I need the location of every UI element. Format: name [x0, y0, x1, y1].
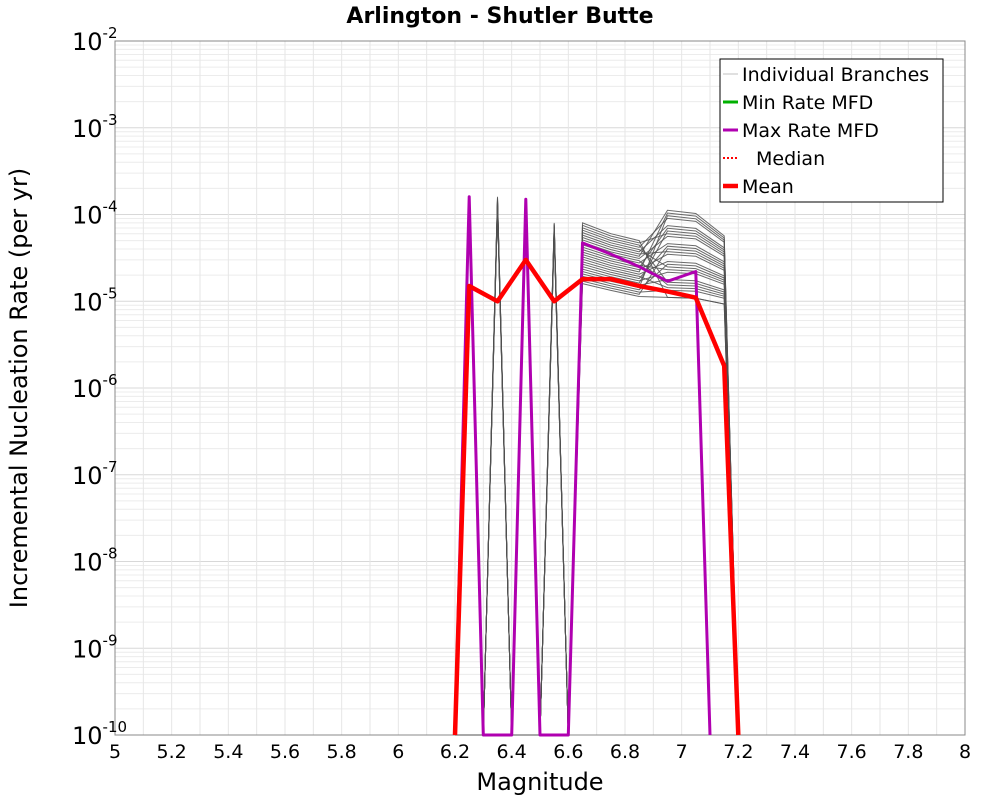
x-tick-label: 6 — [392, 741, 404, 763]
x-tick-label: 6.2 — [440, 741, 470, 763]
x-tick-label: 7.8 — [893, 741, 923, 763]
y-tick-label: 10-3 — [72, 111, 118, 143]
legend-label: Mean — [742, 176, 794, 198]
legend-label: Max Rate MFD — [742, 120, 879, 142]
x-tick-label: 5.4 — [213, 741, 243, 763]
x-tick-label: 5.6 — [270, 741, 300, 763]
y-tick-label: 10-6 — [72, 371, 118, 403]
legend: Individual Branches Min Rate MFD Max Rate … — [719, 58, 944, 203]
x-tick-label: 6.8 — [610, 741, 640, 763]
y-tick-label: 10-8 — [72, 545, 118, 577]
chart-title: Arlington - Shutler Butte — [346, 4, 653, 29]
y-tick-labels: 10-10 10-9 10-8 10-7 10-6 10-5 10-4 10-3 10-2 — [72, 24, 127, 750]
x-tick-label: 5 — [109, 741, 121, 763]
max-rate-line — [453, 195, 712, 737]
y-tick-label: 10-4 — [72, 198, 118, 230]
y-tick-label: 10-5 — [72, 284, 118, 316]
legend-box — [719, 58, 944, 203]
y-tick-label: 10-9 — [72, 631, 118, 663]
x-tick-label: 8 — [959, 741, 971, 763]
x-tick-label: 7 — [676, 741, 688, 763]
y-tick-label: 10-10 — [72, 718, 127, 750]
legend-label: Individual Branches — [742, 64, 929, 86]
mean-line — [452, 257, 741, 736]
y-tick-label: 10-7 — [72, 458, 118, 490]
x-tick-label: 5.2 — [157, 741, 187, 763]
x-tick-label: 7.2 — [723, 741, 753, 763]
grid — [114, 41, 966, 736]
x-tick-label: 5.8 — [327, 741, 357, 763]
summary-lines — [452, 195, 741, 737]
x-tick-label: 6.6 — [553, 741, 583, 763]
x-tick-label: 7.4 — [780, 741, 810, 763]
x-tick-label: 7.6 — [837, 741, 867, 763]
x-axis-label: Magnitude — [476, 768, 603, 796]
legend-label: Median — [756, 148, 825, 170]
y-tick-label: 10-2 — [72, 24, 118, 56]
x-tick-labels: 5 5.2 5.4 5.6 5.8 6 6.2 6.4 6.6 6.8 7 7.2 7.4 7.6 7.8 8 — [109, 741, 971, 763]
y-axis-label: Incremental Nucleation Rate (per yr) — [5, 168, 33, 608]
branch-line — [454, 209, 739, 736]
x-tick-label: 6.4 — [497, 741, 527, 763]
legend-label: Min Rate MFD — [742, 92, 873, 114]
